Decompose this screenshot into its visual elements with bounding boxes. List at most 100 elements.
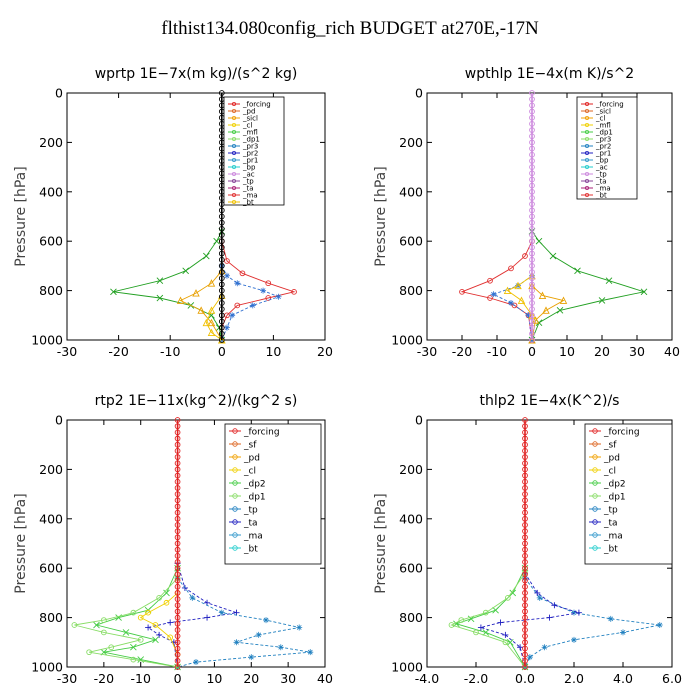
data-point: [174, 546, 181, 553]
data-point: [174, 614, 181, 621]
x-tick-label: 30: [629, 344, 645, 359]
legend-marker: [585, 171, 590, 176]
data-point: [218, 306, 225, 312]
data-point: [174, 460, 181, 467]
series-line: [221, 265, 280, 341]
data-point: [529, 263, 535, 269]
data-point: [559, 296, 568, 304]
legend-entry: _bt: [603, 545, 618, 555]
data-point: [193, 659, 199, 666]
legend-entry: _dp1: [603, 493, 626, 503]
data-point: [167, 619, 174, 626]
legend-marker: [585, 157, 590, 162]
data-point: [522, 552, 528, 559]
legend-marker: [592, 467, 598, 473]
plot-frame: [66, 419, 326, 668]
y-tick-label: 600: [399, 561, 423, 576]
data-point: [529, 188, 535, 195]
data-point: [167, 634, 174, 641]
data-point: [529, 269, 535, 275]
data-point: [207, 306, 216, 314]
data-point: [174, 602, 181, 609]
data-point: [503, 286, 512, 295]
plot-frame: [66, 92, 326, 341]
data-point: [156, 594, 162, 601]
data-point: [204, 614, 211, 621]
y-tick-label: 0: [415, 413, 423, 428]
data-point: [174, 497, 181, 504]
legend: _forcing_pd_sicl_cl_mfl_dp1_pr3_pr2_pr1_…: [223, 96, 285, 207]
data-point: [260, 287, 267, 294]
y-tick-label: 200: [39, 462, 63, 477]
data-point: [176, 296, 185, 304]
data-point: [529, 300, 535, 306]
data-point: [265, 280, 272, 287]
y-tick-label: 0: [415, 86, 423, 101]
data-point: [174, 423, 181, 430]
data-point: [522, 435, 528, 442]
data-point: [522, 565, 528, 572]
data-point: [487, 277, 493, 284]
data-point: [522, 596, 528, 602]
data-point: [492, 606, 499, 614]
data-point: [575, 609, 582, 616]
legend-entry: _ma: [603, 532, 623, 542]
legend-marker: [232, 493, 238, 499]
legend-box: [584, 423, 673, 565]
series-dp1: [459, 238, 535, 343]
data-point: [522, 515, 528, 522]
series-forcing: [522, 417, 528, 670]
data-point: [522, 620, 528, 627]
data-point: [535, 237, 543, 245]
data-point: [522, 546, 528, 553]
data-point: [218, 275, 225, 282]
x-tick-label: -2.0: [464, 671, 488, 686]
data-point: [174, 534, 181, 541]
data-point: [522, 491, 528, 497]
data-point: [529, 158, 535, 164]
data-point: [218, 226, 225, 232]
legend-entry: _forcing: [242, 101, 271, 109]
legend: _forcing_sicl_cl_mfl_dp1_pr3_pr2_pr1_bp_…: [576, 96, 638, 200]
x-tick-label: 4.0: [613, 671, 633, 686]
data-point: [223, 272, 230, 279]
legend-marker: [592, 506, 598, 512]
legend-marker: [585, 116, 590, 121]
data-point: [459, 288, 465, 295]
y-tick-label: 200: [399, 462, 423, 477]
data-point: [482, 609, 489, 616]
legend-entry: _sicl: [595, 108, 611, 116]
legend-marker: [232, 467, 238, 473]
legend-marker: [231, 143, 236, 148]
x-tick-label: -20: [108, 344, 128, 359]
x-tick-label: 20: [317, 344, 333, 359]
data-point: [174, 448, 181, 454]
legend-marker: [592, 532, 598, 538]
legend-entry: _forcing: [595, 101, 624, 109]
data-point: [174, 417, 181, 423]
data-point: [529, 114, 535, 121]
legend-entry: _cl: [595, 115, 605, 123]
data-point: [174, 491, 181, 497]
legend-marker: [231, 109, 236, 114]
legend-entry: _forcing: [243, 428, 280, 438]
data-point: [174, 515, 181, 522]
data-point: [203, 252, 210, 260]
legend-entry: _cl: [243, 467, 256, 477]
data-point: [174, 522, 181, 528]
data-point: [218, 609, 225, 616]
legend: _forcing _sf _pd _cl _dp2 _dp1 _tp _ta _ma _bt: [584, 423, 673, 565]
data-point: [529, 226, 535, 232]
legend-entry: _dp1: [242, 136, 260, 144]
data-point: [218, 324, 225, 331]
legend-entry: _bp: [595, 157, 609, 165]
data-point: [546, 614, 553, 621]
series-forcing: [529, 90, 535, 343]
legend-marker: [592, 454, 598, 460]
data-point: [265, 295, 272, 301]
series-bp: [528, 228, 648, 344]
data-point: [529, 287, 535, 294]
panel-title: rtp2 1E−11x(kg^2)/(kg^2 s): [95, 393, 298, 409]
legend-marker: [232, 454, 238, 460]
